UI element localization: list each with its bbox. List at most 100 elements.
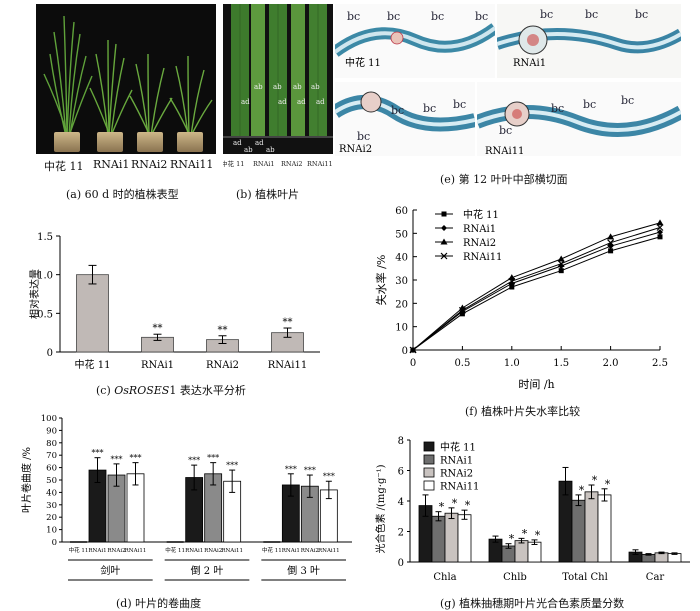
bar bbox=[571, 499, 586, 563]
legend-swatch bbox=[423, 454, 435, 465]
significance-mark: * bbox=[535, 529, 541, 542]
data-point bbox=[458, 306, 466, 314]
significance-mark: * bbox=[579, 484, 585, 497]
x-tick-label: RNAi1 bbox=[185, 548, 203, 554]
leaf-mid-label: ad bbox=[297, 98, 306, 106]
tile-title: RNAi11 bbox=[485, 146, 524, 157]
tile-title: RNAi1 bbox=[513, 58, 546, 69]
y-tick-label: 60 bbox=[46, 464, 57, 474]
caption-a: (a) 60 d 时的植株表型 bbox=[66, 188, 179, 201]
bc-label: bc bbox=[391, 104, 404, 117]
leaf-group-label: RNAi1 bbox=[253, 160, 275, 168]
y-tick-label: 50 bbox=[46, 476, 57, 486]
y-tick-label: 80 bbox=[46, 439, 57, 449]
cross-section-tile bbox=[477, 82, 681, 156]
significance-mark: *** bbox=[111, 455, 123, 464]
significance-mark: ** bbox=[283, 317, 293, 328]
data-point bbox=[608, 248, 614, 254]
y-tick-label: 20 bbox=[395, 299, 408, 310]
bar bbox=[514, 540, 529, 563]
x-tick-label: 1.5 bbox=[553, 358, 569, 369]
pigment-chart: 0 2 4 6 8 光合色素 /(mg·g⁻¹) * * * Chla * * * Chlb * * * Tota… bbox=[374, 436, 690, 583]
y-tick-label: 0.5 bbox=[37, 309, 53, 320]
data-point bbox=[607, 233, 615, 240]
leaf-annotations: ab ab ab ab ad ad ad ad ad ab ad ab 中花 1… bbox=[223, 83, 333, 168]
caption-c: (c) OsROSES1 表达水平分析 bbox=[96, 382, 246, 398]
data-point bbox=[557, 260, 565, 268]
legend-swatch bbox=[423, 441, 435, 452]
y-tick-label: 10 bbox=[395, 323, 408, 334]
data-point bbox=[607, 239, 615, 247]
y-axis-label: 失水率 /% bbox=[374, 255, 388, 306]
cross-section-drawing bbox=[497, 25, 681, 55]
bar bbox=[431, 515, 446, 563]
legend-label: RNAi1 bbox=[440, 456, 473, 467]
caption-c-gene: OsROSES bbox=[114, 384, 170, 397]
y-axis-label: 叶片卷曲度 /% bbox=[20, 447, 33, 513]
significance-mark: * bbox=[465, 499, 471, 512]
y-tick-label: 100 bbox=[41, 414, 57, 424]
leaf-bottom-label: ab bbox=[244, 146, 253, 154]
significance-mark: * bbox=[522, 527, 528, 540]
bc-label: bc bbox=[423, 102, 436, 115]
bc-label: bc bbox=[475, 10, 488, 23]
y-tick-label: 1.0 bbox=[37, 271, 53, 282]
y-tick-label: 20 bbox=[46, 513, 57, 523]
data-point bbox=[440, 238, 448, 245]
leaf-photo bbox=[223, 4, 333, 154]
leaf-mid-label: ad bbox=[278, 98, 287, 106]
tile-title: RNAi2 bbox=[339, 144, 372, 155]
significance-mark: ** bbox=[153, 323, 163, 334]
x-tick-label: 1.0 bbox=[504, 358, 520, 369]
x-tick-label: 中花 11 bbox=[75, 358, 111, 371]
bc-label: bc bbox=[499, 124, 512, 137]
x-tick-label: RNAi1 bbox=[88, 548, 106, 554]
y-tick-label: 40 bbox=[395, 253, 408, 264]
x-tick-label: 0 bbox=[410, 358, 416, 369]
x-tick-label: RNAi2 bbox=[301, 548, 319, 554]
leaf-group-label: RNAi2 bbox=[281, 160, 303, 168]
y-tick-label: 10 bbox=[46, 526, 57, 536]
legend-label: RNAi11 bbox=[463, 252, 502, 263]
data-point bbox=[508, 277, 516, 285]
x-tick-label: 中花 11 bbox=[69, 546, 89, 554]
tile-title: 中花 11 bbox=[345, 56, 381, 69]
plant-label-rnai11: RNAi11 bbox=[170, 158, 214, 171]
bc-label: bc bbox=[621, 94, 634, 107]
series-line bbox=[412, 222, 661, 351]
x-tick-label: RNAi2 bbox=[206, 360, 239, 371]
y-tick-label: 4 bbox=[398, 497, 404, 508]
y-tick-label: 50 bbox=[395, 229, 408, 240]
data-point bbox=[441, 211, 447, 217]
bar bbox=[457, 514, 472, 563]
leaf-mid-label: ad bbox=[316, 98, 325, 106]
leaf-bottom-label: ad bbox=[255, 139, 264, 147]
plant-label-rnai1: RNAi1 bbox=[93, 158, 130, 171]
plant-label-rnai2: RNAi2 bbox=[131, 158, 168, 171]
x-tick-label: 中花 11 bbox=[165, 546, 185, 554]
cross-section-drawing bbox=[335, 23, 495, 57]
x-tick-label: RNAi1 bbox=[282, 548, 300, 554]
caption-g: (g) 植株抽穗期叶片光合色素质量分数 bbox=[440, 597, 625, 610]
caption-c-prefix: (c) bbox=[96, 384, 115, 397]
leaf-bottom-label: ad bbox=[233, 139, 242, 147]
bar bbox=[527, 541, 542, 563]
water-loss-chart: 0 10 20 30 40 50 60 0 0.5 1.0 1.5 2.0 2.5 时间 /h 失水率 /%… bbox=[374, 206, 668, 391]
y-tick-label: 0 bbox=[398, 558, 404, 569]
x-tick-label: Chla bbox=[433, 572, 456, 583]
x-tick-label: Car bbox=[646, 572, 665, 583]
cross-section-drawing bbox=[335, 91, 475, 132]
x-tick-label: RNAi11 bbox=[318, 548, 340, 554]
legend-label: RNAi2 bbox=[463, 238, 496, 249]
y-tick-label: 0 bbox=[52, 538, 57, 548]
x-tick-label: RNAi11 bbox=[125, 548, 147, 554]
x-tick-label: 中花 11 bbox=[262, 546, 282, 554]
group-label: 剑叶 bbox=[100, 564, 120, 577]
x-tick-label: Chlb bbox=[503, 572, 527, 583]
group-label: 倒 3 叶 bbox=[287, 565, 320, 577]
leaf-mid-label: ad bbox=[241, 98, 250, 106]
x-tick-label: 0.5 bbox=[454, 358, 470, 369]
significance-mark: *** bbox=[92, 449, 104, 458]
x-tick-label: 2.0 bbox=[603, 358, 619, 369]
bc-label: bc bbox=[540, 8, 553, 21]
